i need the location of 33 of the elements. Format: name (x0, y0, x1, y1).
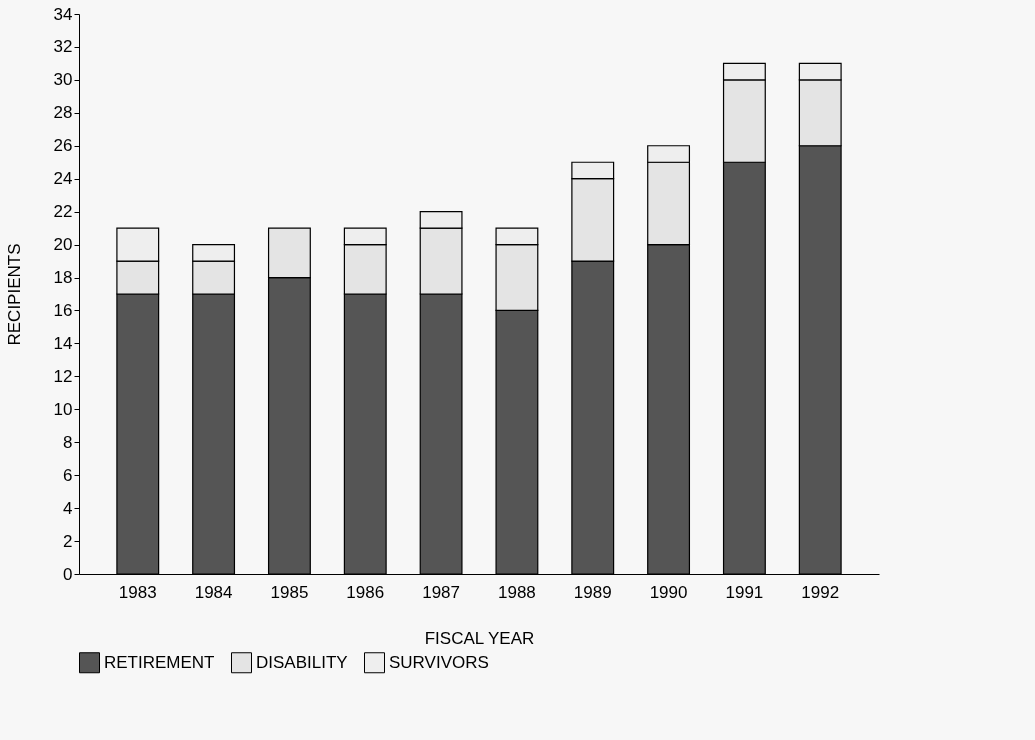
x-tick-label: 1987 (422, 582, 460, 602)
y-tick-label: 2 (63, 531, 73, 551)
y-tick-label: 16 (53, 300, 73, 320)
x-tick-label: 1988 (498, 582, 536, 602)
y-tick-label: 34 (53, 4, 73, 24)
x-tick-label: 1985 (270, 582, 309, 602)
y-tick-label: 30 (53, 70, 73, 90)
legend-label: SURVIVORS (389, 652, 489, 672)
y-tick-label: 32 (53, 37, 73, 57)
y-tick-label: 4 (63, 498, 73, 518)
y-tick-label: 14 (53, 333, 73, 353)
x-tick-label: 1983 (118, 582, 157, 602)
y-tick-label: 0 (63, 564, 73, 584)
x-tick-label: 1992 (801, 582, 840, 602)
y-tick-label: 28 (53, 103, 73, 123)
x-tick-label: 1984 (194, 582, 233, 602)
y-tick-label: 6 (63, 465, 73, 485)
y-tick-label: 10 (53, 399, 73, 419)
x-tick-label: 1991 (725, 582, 764, 602)
y-tick-label: 24 (53, 169, 73, 189)
y-tick-label: 22 (53, 202, 73, 222)
y-tick-label: 8 (63, 432, 73, 452)
x-tick-label: 1990 (649, 582, 688, 602)
y-tick-label: 18 (53, 268, 73, 288)
x-axis-title: FISCAL YEAR (424, 628, 535, 648)
x-tick-label: 1989 (573, 582, 612, 602)
y-tick-label: 20 (53, 235, 73, 255)
y-axis-title: RECIPIENTS (4, 243, 24, 346)
y-tick-label: 12 (53, 366, 73, 386)
x-tick-label: 1986 (346, 582, 385, 602)
legend-label: RETIREMENT (104, 652, 215, 672)
legend-label: DISABILITY (256, 652, 348, 672)
y-tick-label: 26 (53, 136, 73, 156)
